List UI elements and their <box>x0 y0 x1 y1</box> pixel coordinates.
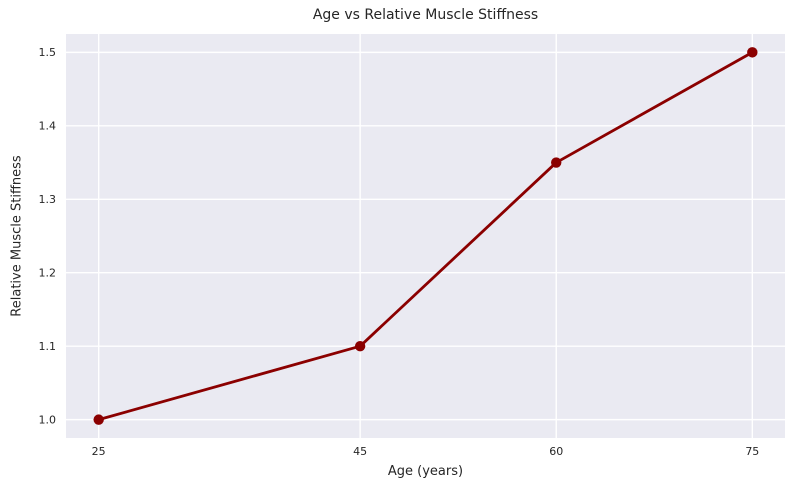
y-tick-label: 1.4 <box>39 120 57 133</box>
x-tick-label: 25 <box>92 445 106 458</box>
y-tick-label: 1.5 <box>39 46 57 59</box>
y-axis-label: Relative Muscle Stiffness <box>9 155 25 317</box>
data-point-marker <box>551 157 562 168</box>
chart-title: Age vs Relative Muscle Stiffness <box>312 7 539 23</box>
x-tick-label: 75 <box>745 445 759 458</box>
x-axis-label: Age (years) <box>387 464 464 479</box>
data-point-marker <box>354 340 366 352</box>
y-tick-label: 1.0 <box>39 413 57 426</box>
data-point-marker <box>93 414 104 425</box>
data-line <box>97 50 754 422</box>
x-tick-label: 60 <box>549 445 563 458</box>
y-tick-label: 1.2 <box>39 267 57 280</box>
y-tick-label: 1.3 <box>39 193 57 206</box>
x-tick-label: 45 <box>353 445 367 458</box>
y-tick-label: 1.1 <box>39 340 57 353</box>
data-point-marker <box>747 47 758 58</box>
